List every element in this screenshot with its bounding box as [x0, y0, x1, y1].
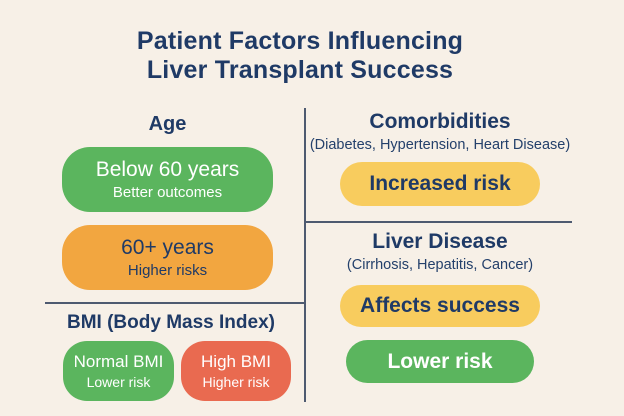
age-60-plus-subtitle: Higher risks [127, 262, 208, 279]
vertical-divider [304, 108, 306, 402]
bmi-normal-pill: Normal BMI Lower risk [63, 341, 174, 401]
age-60-plus-pill: 60+ years Higher risks [62, 225, 273, 290]
comorbidities-increased-risk-label: Increased risk [369, 172, 511, 195]
age-below-60-subtitle: Better outcomes [112, 184, 223, 201]
bmi-normal-title: Normal BMI [73, 352, 164, 371]
bmi-section-divider [45, 302, 306, 304]
page-title: Patient Factors Influencing Liver Transp… [0, 27, 600, 85]
liver-disease-lower-risk-pill: Lower risk [346, 340, 534, 383]
liver-disease-affects-success-label: Affects success [360, 294, 520, 317]
age-below-60-title: Below 60 years [95, 158, 240, 181]
page-title-line2: Liver Transplant Success [146, 56, 454, 84]
page-title-line1: Patient Factors Influencing [136, 27, 464, 55]
bmi-high-subtitle: Higher risk [202, 374, 270, 390]
age-60-plus-title: 60+ years [121, 236, 214, 259]
liver-disease-section-heading: Liver Disease [372, 230, 508, 253]
comorbidities-section-subtitle: (Diabetes, Hypertension, Heart Disease) [309, 137, 571, 153]
bmi-high-pill: High BMI Higher risk [181, 341, 291, 401]
age-section-heading: Age [148, 113, 187, 135]
bmi-section-heading: BMI (Body Mass Index) [67, 312, 275, 333]
comorbidities-section-heading: Comorbidities [369, 110, 511, 133]
liver-disease-lower-risk-label: Lower risk [387, 349, 493, 373]
age-below-60-pill: Below 60 years Better outcomes [62, 147, 273, 212]
bmi-high-title: High BMI [201, 352, 271, 371]
bmi-normal-subtitle: Lower risk [86, 374, 151, 390]
liver-disease-section-divider [305, 221, 572, 223]
comorbidities-increased-risk-pill: Increased risk [340, 162, 540, 206]
liver-disease-section-subtitle: (Cirrhosis, Hepatitis, Cancer) [346, 257, 534, 273]
liver-disease-affects-success-pill: Affects success [340, 285, 540, 327]
